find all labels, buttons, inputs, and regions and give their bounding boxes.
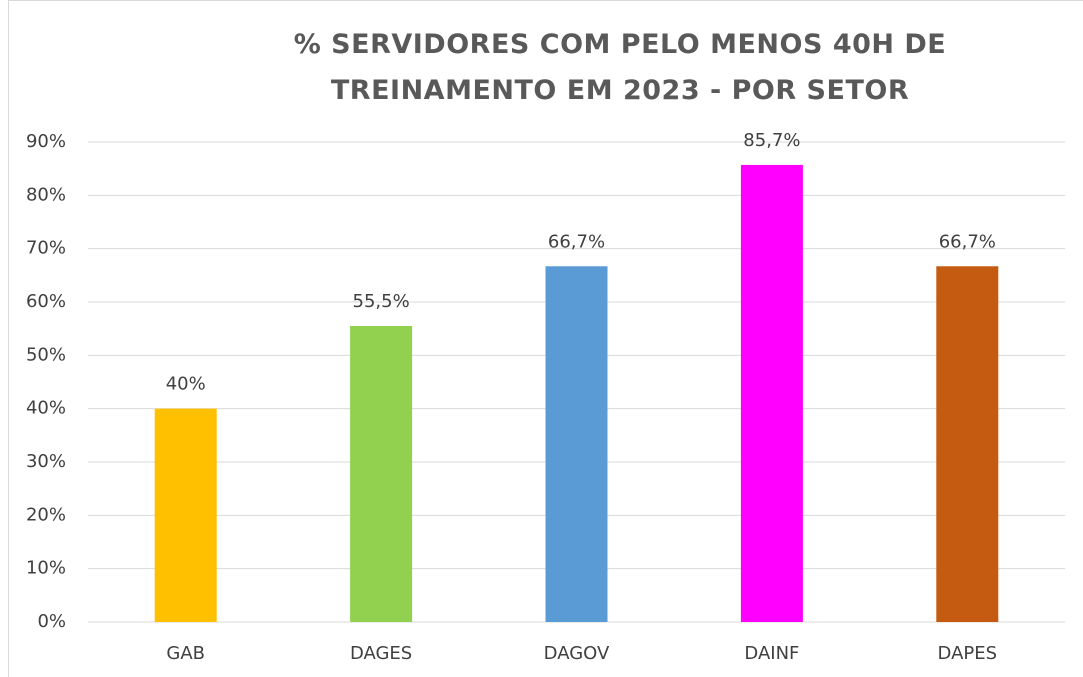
chart-border xyxy=(8,0,1083,677)
bar xyxy=(154,408,217,622)
y-tick-label: 50% xyxy=(26,344,66,365)
y-tick-label: 80% xyxy=(26,184,66,205)
y-tick-label: 70% xyxy=(26,238,66,259)
y-tick-label: 0% xyxy=(37,611,66,632)
bar xyxy=(936,266,999,622)
bar xyxy=(545,266,608,622)
data-label: 66,7% xyxy=(939,231,996,252)
data-label: 40% xyxy=(166,374,206,395)
x-tick-label: DAINF xyxy=(744,643,799,664)
data-label: 55,5% xyxy=(353,291,410,312)
chart-title: % SERVIDORES COM PELO MENOS 40H DE TREIN… xyxy=(293,29,947,106)
data-label: 66,7% xyxy=(548,231,605,252)
y-tick-label: 10% xyxy=(26,558,66,579)
x-tick-label: DAGOV xyxy=(544,643,610,664)
y-tick-label: 30% xyxy=(26,451,66,472)
y-tick-label: 20% xyxy=(26,504,66,525)
bar xyxy=(740,164,803,622)
data-label: 85,7% xyxy=(743,130,800,151)
x-tick-label: GAB xyxy=(166,643,205,664)
x-tick-label: DAPES xyxy=(938,643,998,664)
bar xyxy=(350,326,413,622)
y-tick-label: 40% xyxy=(26,398,66,419)
x-tick-label: DAGES xyxy=(350,643,412,664)
y-tick-label: 90% xyxy=(26,131,66,152)
y-tick-label: 60% xyxy=(26,291,66,312)
